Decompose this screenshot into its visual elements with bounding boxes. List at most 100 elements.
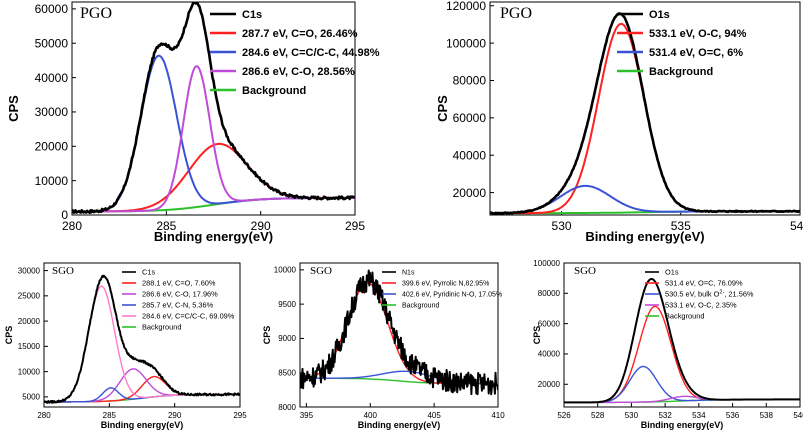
- legend-entry: 402.6 eV, Pyridinic N-O, 17.05%: [402, 292, 502, 299]
- y-tick-label: 100000: [533, 259, 560, 268]
- y-tick-label: 25000: [18, 292, 41, 301]
- x-tick-label: 295: [345, 219, 365, 233]
- x-tick-label: 405: [427, 411, 441, 420]
- legend-entry: 530.5 eV, bulk O2-, 21.56%: [665, 290, 754, 299]
- x-tick-label: 540: [790, 219, 803, 233]
- x-tick-label: 528: [591, 411, 605, 420]
- envelope-line: [564, 278, 800, 404]
- chart-panel-1: 280 285 290 295 0 10000 20000 30000 40000 50000 60…: [6, 1, 380, 244]
- y-axis-label: CPS: [435, 95, 450, 122]
- legend-entry: 533.1 eV, O-C, 2.35%: [665, 301, 737, 310]
- y-tick-label: 40000: [453, 148, 487, 162]
- y-tick-label: 120000: [446, 0, 486, 13]
- y-tick-label: 20000: [453, 186, 487, 200]
- x-tick-label: 535: [671, 219, 691, 233]
- y-tick-label: 8000: [278, 403, 296, 412]
- y-axis-label: CPS: [532, 326, 542, 345]
- y-tick-label: 60000: [538, 319, 561, 328]
- y-tick-label: 9500: [278, 300, 296, 309]
- x-tick-label: 532: [658, 411, 672, 420]
- plot-frame: [299, 262, 499, 408]
- x-tick-label: 285: [156, 219, 176, 233]
- y-tick-label: 40000: [538, 350, 561, 359]
- y-tick-label: 80000: [453, 74, 487, 88]
- panel-label: PGO: [80, 5, 112, 22]
- legend-entry: 284.6 eV, C=C/C-C, 69.09%: [142, 312, 235, 321]
- y-axis-label: CPS: [262, 326, 272, 345]
- x-tick-label: 290: [168, 411, 182, 420]
- legend-entry: 284.6 eV, C=C/C-C, 44.98%: [242, 47, 380, 59]
- legend-entry: Background: [242, 85, 306, 97]
- legend-entry: 287.7 eV, C=O, 26.46%: [242, 28, 358, 40]
- curves: [564, 278, 800, 404]
- x-tick-label: 540: [793, 411, 803, 420]
- legend-entry: 285.7 eV, C-N, 5.36%: [142, 301, 214, 310]
- legend-entry: N1s: [402, 270, 415, 277]
- legend-entry: O1s: [665, 268, 679, 277]
- y-tick-label: 30000: [18, 266, 41, 275]
- x-tick-label: 530: [625, 411, 639, 420]
- x-tick-label: 534: [692, 411, 706, 420]
- component-line: [72, 142, 355, 213]
- x-axis-label: Binding energy(eV): [585, 229, 704, 244]
- x-axis-label: Binding energy(eV): [358, 420, 441, 430]
- x-tick-label: 285: [103, 411, 117, 420]
- y-tick-label: 0: [61, 208, 68, 222]
- y-tick-label: 5000: [22, 393, 40, 402]
- envelope-line: [44, 274, 240, 404]
- curves: [490, 12, 800, 215]
- x-tick-label: 536: [726, 411, 740, 420]
- y-tick-label: 20000: [35, 139, 69, 153]
- legend-entry: C1s: [242, 9, 262, 21]
- x-axis-label: Binding energy(eV): [641, 420, 724, 430]
- envelope-line: [300, 269, 498, 396]
- y-tick-label: 50000: [35, 36, 69, 50]
- legend-entry: 286.6 eV, C-O, 17.96%: [142, 290, 218, 299]
- legend-entry: Background: [142, 323, 181, 332]
- legend: C1s 288.1 eV, C=O, 7.60% 286.6 eV, C-O, 17…: [122, 268, 235, 332]
- y-tick-label: 8500: [278, 369, 296, 378]
- plot-frame: [43, 262, 241, 408]
- legend: C1s 287.7 eV, C=O, 26.46% 284.6 eV, C=C/C-…: [210, 9, 380, 97]
- panel-label: SGO: [52, 265, 74, 277]
- legend-entry: 399.6 eV, Pyrrolic N,82.95%: [402, 281, 489, 288]
- y-tick-label: 10000: [35, 174, 69, 188]
- legend-entry: O1s: [649, 9, 670, 21]
- y-tick-label: 60000: [453, 111, 487, 125]
- component-line: [490, 22, 800, 215]
- component-line: [564, 305, 800, 404]
- legend-entry: 286.6 eV, C-O, 28.56%: [242, 66, 355, 78]
- y-tick-label: 20000: [538, 380, 561, 389]
- panel-label: SGO: [574, 265, 596, 277]
- legend-entry: Background: [665, 312, 704, 321]
- curves: [300, 269, 498, 396]
- x-tick-label: 280: [62, 219, 82, 233]
- envelope-line: [72, 2, 355, 214]
- y-axis-label: CPS: [4, 326, 14, 345]
- panel-label: SGO: [310, 265, 332, 277]
- x-tick-label: 538: [760, 411, 774, 420]
- y-tick-label: 30000: [35, 105, 69, 119]
- x-tick-label: 526: [557, 411, 571, 420]
- chart-panel-2: 530 535 540 20000 40000 60000 80000 100000 12000…: [435, 0, 803, 244]
- y-tick-label: 9000: [278, 334, 296, 343]
- y-tick-label: 100000: [446, 36, 486, 50]
- chart-panel-4: 395 400 405 410 8000 8500 9000 9500 10000 Binding…: [262, 262, 505, 430]
- plot-frame: [489, 1, 801, 216]
- y-tick-label: 40000: [35, 71, 69, 85]
- legend-entry: 531.4 eV, O=C, 6%: [649, 47, 743, 59]
- legend: O1s 533.1 eV, O-C, 94% 531.4 eV, O=C, 6% Ba…: [617, 9, 747, 78]
- y-tick-label: 20000: [18, 317, 41, 326]
- legend-entry: Background: [402, 303, 439, 310]
- y-tick-label: 60000: [35, 2, 69, 16]
- chart-panel-5: 526 528 530 532 534 536 538 540 20000 40000 60000 8…: [532, 259, 803, 430]
- envelope-line: [490, 12, 800, 215]
- plot-frame: [563, 262, 801, 408]
- curves: [44, 274, 240, 404]
- chart-panel-3: 280 285 290 295 5000 10000 15000 20000 25000 3000…: [4, 262, 247, 430]
- legend-entry: Background: [649, 66, 713, 78]
- x-tick-label: 290: [251, 219, 271, 233]
- x-tick-label: 395: [300, 411, 314, 420]
- panel-label: PGO: [500, 5, 532, 22]
- x-tick-label: 530: [552, 219, 572, 233]
